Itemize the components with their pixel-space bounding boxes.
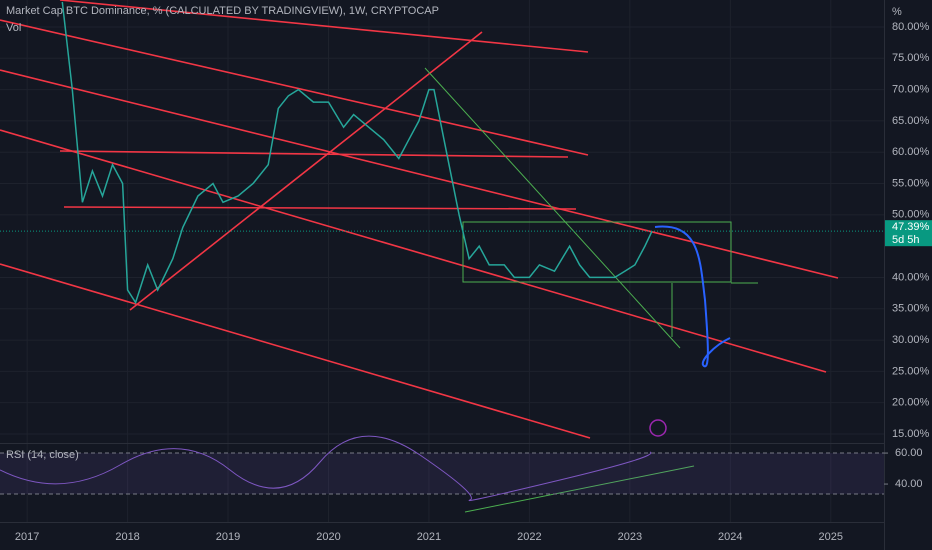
range-box (462, 221, 732, 283)
price-tag-label: 47.39% (892, 221, 930, 233)
y-tick-label: 30.00% (892, 334, 930, 346)
marks (0, 1, 884, 305)
trend-line (0, 19, 589, 156)
price-line (61, 1, 653, 305)
x-tick-label: 2021 (417, 531, 441, 543)
y-tick-label: 25.00% (892, 365, 930, 377)
trend-line (0, 129, 827, 373)
rsi-line (0, 435, 652, 502)
countdown-label: 5d 5h (892, 234, 920, 246)
x-tick-label: 2025 (819, 531, 843, 543)
x-tick-label: 2022 (517, 531, 541, 543)
trend-line (0, 263, 591, 439)
chart-title: Market Cap BTC Dominance, % (CALCULATED … (6, 5, 439, 17)
y-tick-label: 50.00% (892, 209, 930, 221)
y-tick-label: 20.00% (892, 397, 930, 409)
y-tick-label: 75.00% (892, 52, 930, 64)
trend-line (129, 31, 483, 311)
x-tick-label: 2024 (718, 531, 742, 543)
rsi-trend-line (464, 465, 695, 513)
pane-divider (0, 443, 884, 444)
y-tick-label: 60.00% (892, 146, 930, 158)
trend-line (59, 150, 569, 158)
grid (0, 0, 884, 522)
y-tick-label: 80.00% (892, 21, 930, 33)
y-tick-label: 40.00% (892, 271, 930, 283)
rsi-title: RSI (14, close) (6, 449, 79, 461)
y-tick-label: 15.00% (892, 428, 930, 440)
y-tick-label: 70.00% (892, 84, 930, 96)
trend-line (59, 0, 589, 53)
x-tick-label: 2023 (618, 531, 642, 543)
x-tick-label: 2017 (15, 531, 39, 543)
axis-divider (884, 0, 885, 550)
subtitle: Vol (6, 22, 21, 34)
trend-line (424, 67, 681, 349)
trend-line (0, 69, 839, 279)
rsi-band (0, 453, 884, 494)
rsi-tick-label: 60.00 (895, 447, 923, 459)
forecast-arrow (654, 225, 731, 368)
trend-lines (0, 0, 839, 513)
alert-icon (649, 419, 667, 437)
y-tick-label: 55.00% (892, 177, 930, 189)
x-tick-label: 2019 (216, 531, 240, 543)
axis-divider (0, 522, 884, 523)
rsi-tick-label: 40.00 (895, 478, 923, 490)
trend-line (63, 206, 577, 210)
y-tick-label: 35.00% (892, 303, 930, 315)
y-tick-label: 65.00% (892, 115, 930, 127)
price-tag (885, 220, 932, 247)
x-tick-label: 2020 (316, 531, 340, 543)
x-tick-label: 2018 (115, 531, 139, 543)
y-unit: % (892, 6, 902, 18)
